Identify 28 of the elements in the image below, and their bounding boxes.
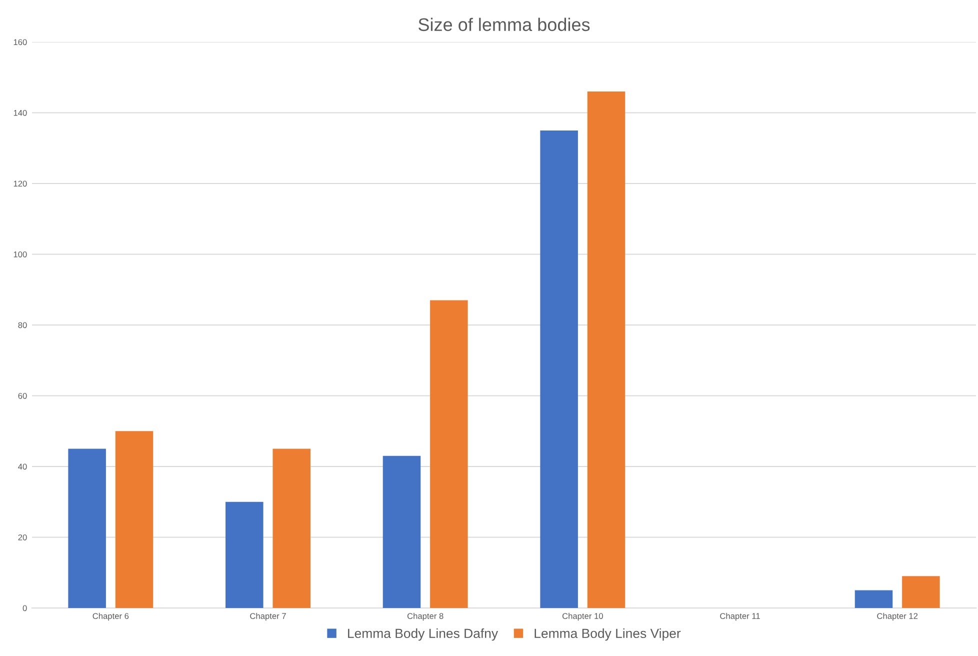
bar	[902, 576, 940, 608]
y-tick-label: 0	[22, 605, 27, 612]
bar	[226, 502, 264, 608]
bar	[854, 590, 893, 608]
y-tick-label: 120	[14, 180, 27, 187]
x-tick-label: Chapter 10	[562, 612, 603, 621]
bar	[540, 130, 578, 608]
legend-label: Lemma Body Lines Dafny	[348, 628, 498, 641]
y-tick-label: 40	[18, 464, 27, 470]
y-tick-label: 60	[18, 392, 27, 399]
bar	[68, 448, 106, 608]
x-tick-label: Chapter 11	[720, 612, 760, 621]
y-tick-label: 160	[14, 39, 27, 46]
bar	[272, 448, 310, 608]
bar	[115, 431, 154, 608]
bar	[382, 456, 421, 608]
y-tick-label: 80	[18, 322, 27, 328]
x-tick-label: Chapter 6	[92, 612, 129, 621]
x-tick-label: Chapter 12	[877, 612, 918, 621]
x-tick-label: Chapter 7	[250, 612, 286, 621]
chart-title: Size of lemma bodies	[418, 18, 590, 32]
y-tick-label: 140	[14, 110, 27, 116]
y-tick-label: 20	[18, 534, 27, 540]
x-tick-label: Chapter 8	[407, 612, 444, 621]
y-tick-label: 100	[14, 251, 27, 258]
legend-label: Lemma Body Lines Viper	[534, 628, 681, 641]
bar	[430, 300, 468, 608]
bar	[587, 92, 626, 608]
